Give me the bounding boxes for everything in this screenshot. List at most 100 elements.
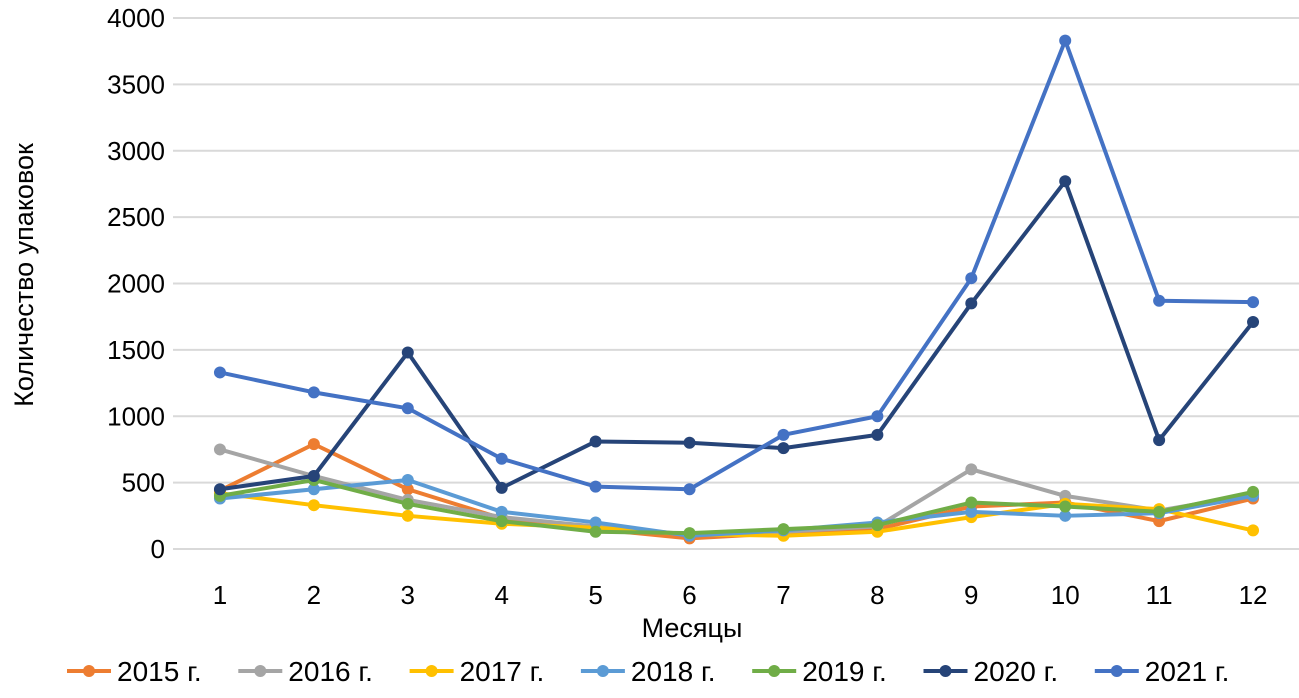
legend-item: 2016 г. — [238, 656, 373, 687]
x-tick-label: 9 — [964, 580, 978, 610]
data-point — [777, 428, 790, 441]
data-point — [495, 515, 508, 528]
data-point — [307, 469, 320, 482]
x-tick-label: 12 — [1239, 580, 1268, 610]
y-axis-ticks: 0 500 1000 1500 2000 2500 3000 3500 4000 — [107, 3, 165, 564]
y-tick-label: 1500 — [107, 335, 165, 365]
legend-item: 2018 г. — [580, 656, 716, 687]
legend-marker — [83, 665, 95, 677]
gridlines — [173, 17, 1299, 550]
y-axis-title: Количество упаковок — [9, 143, 39, 407]
data-point — [1059, 509, 1072, 522]
data-point — [401, 402, 414, 415]
x-tick-label: 8 — [870, 580, 884, 610]
y-tick-label: 2500 — [107, 202, 165, 232]
data-point — [683, 436, 696, 449]
data-point — [495, 505, 508, 518]
data-point — [213, 443, 226, 456]
y-tick-label: 1000 — [107, 401, 165, 431]
legend-label: 2015 г. — [117, 656, 202, 687]
data-point — [965, 496, 978, 509]
data-point — [965, 505, 978, 518]
data-point — [1153, 294, 1166, 307]
series-line — [219, 477, 1254, 536]
x-tick-label: 11 — [1146, 580, 1173, 610]
data-point — [401, 483, 414, 496]
legend-marker — [254, 665, 267, 677]
x-tick-label: 6 — [682, 580, 696, 610]
legend-item: 2020 г. — [923, 656, 1059, 687]
series-2020 — [213, 175, 1260, 496]
series-2021 — [213, 34, 1260, 496]
data-point — [1247, 485, 1260, 498]
y-tick-label: 3500 — [107, 69, 165, 99]
data-point — [1059, 34, 1072, 47]
y-tick-label: 2000 — [107, 269, 165, 299]
legend-item: 2017 г. — [409, 656, 545, 687]
x-tick-label: 10 — [1051, 580, 1080, 610]
data-point — [307, 438, 320, 451]
y-tick-label: 3000 — [107, 136, 165, 166]
x-tick-label: 2 — [307, 580, 321, 610]
data-point — [1059, 175, 1072, 188]
data-point — [401, 497, 414, 510]
y-tick-label: 500 — [122, 468, 165, 498]
x-axis-ticks: 1 2 3 4 5 6 7 8 9 10 11 12 — [213, 580, 1268, 610]
data-point — [1247, 524, 1260, 537]
legend-label: 2016 г. — [288, 656, 373, 687]
x-tick-label: 5 — [588, 580, 602, 610]
data-point — [213, 483, 226, 496]
legend-marker — [1110, 665, 1123, 677]
legend-marker — [939, 665, 952, 677]
x-tick-label: 1 — [213, 580, 227, 610]
legend-item: 2019 г. — [752, 656, 887, 687]
data-point — [495, 452, 508, 465]
x-tick-label: 3 — [401, 580, 415, 610]
series-line — [219, 179, 1255, 492]
series-lines — [213, 34, 1260, 545]
data-point — [589, 516, 602, 529]
data-point — [401, 473, 414, 486]
legend-marker — [596, 665, 609, 677]
data-point — [777, 523, 790, 536]
legend-label: 2019 г. — [802, 656, 887, 687]
data-point — [307, 499, 320, 512]
legend-item: 2021 г. — [1094, 656, 1229, 687]
data-point — [589, 480, 602, 493]
series-line — [219, 38, 1254, 492]
legend-label: 2020 г. — [974, 656, 1059, 687]
data-point — [871, 410, 884, 423]
y-tick-label: 0 — [151, 534, 165, 564]
data-point — [1153, 505, 1166, 518]
legend-marker — [768, 665, 781, 677]
data-point — [495, 481, 508, 494]
data-point — [1247, 315, 1260, 328]
x-tick-label: 7 — [776, 580, 790, 610]
data-point — [589, 435, 602, 448]
series-2016 — [213, 443, 1260, 541]
x-tick-label: 4 — [494, 580, 508, 610]
data-point — [589, 525, 602, 538]
x-axis-title: Месяцы — [642, 613, 743, 643]
data-point — [401, 509, 414, 522]
series-2019 — [213, 473, 1260, 540]
legend: 2015 г. 2016 г. 2017 г. 2018 г. 2019 г. 2020 … — [67, 656, 1229, 687]
legend-item: 2015 г. — [67, 656, 202, 687]
data-point — [871, 428, 884, 441]
legend-label: 2017 г. — [460, 656, 545, 687]
data-point — [871, 519, 884, 532]
data-point — [683, 527, 696, 540]
data-point — [1153, 434, 1166, 447]
data-point — [1059, 500, 1072, 513]
data-point — [213, 366, 226, 379]
data-point — [683, 483, 696, 496]
data-point — [965, 463, 978, 476]
data-point — [965, 272, 978, 285]
data-point — [965, 297, 978, 310]
data-point — [307, 483, 320, 496]
legend-marker — [425, 665, 438, 677]
data-point — [307, 386, 320, 399]
data-point — [1247, 296, 1260, 309]
legend-label: 2018 г. — [631, 656, 716, 687]
